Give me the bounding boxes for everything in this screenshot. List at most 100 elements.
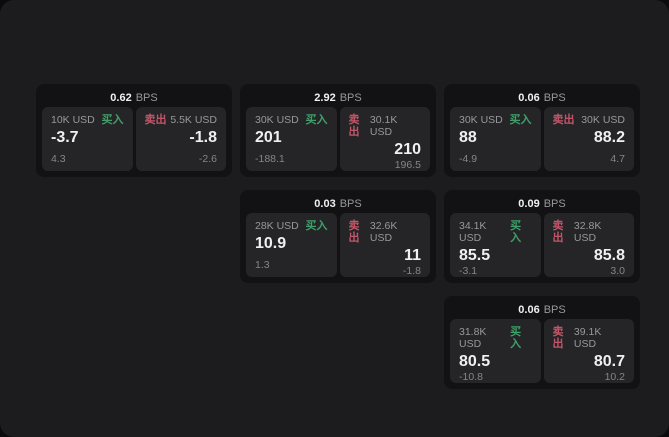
- sell-amount: 30.1K USD: [369, 114, 398, 138]
- sell-price: 88.2: [593, 129, 625, 146]
- buy-price: 85.5: [459, 247, 491, 264]
- buy-panel-top: 28K USD 买入: [255, 220, 328, 232]
- buy-amount: 34.1K USD: [459, 220, 487, 244]
- quote-panels: 30K USD 买入 201 -188.1 卖出 30.1K USD 210 1…: [246, 107, 430, 171]
- buy-panel[interactable]: 30K USD 买入 201 -188.1: [246, 107, 337, 171]
- sell-panel[interactable]: 卖出 32.6K USD 11 -1.8: [339, 213, 430, 277]
- buy-price: 80.5: [459, 353, 491, 370]
- bps-unit-label: BPS: [543, 198, 566, 210]
- sell-amount: 39.1K USD: [573, 326, 602, 350]
- bps-value: 0.03: [314, 198, 336, 210]
- sell-price: -1.8: [189, 129, 217, 146]
- buy-sub-value: -188.1: [255, 153, 285, 165]
- sell-amount: 30K USD: [581, 114, 625, 126]
- card-header: 0.06 BPS: [450, 89, 634, 107]
- buy-label: 买入: [305, 220, 328, 232]
- card-header: 0.09 BPS: [450, 195, 634, 213]
- bps-unit-label: BPS: [135, 92, 158, 104]
- bps-value: 2.92: [314, 92, 336, 104]
- buy-amount: 30K USD: [459, 114, 503, 126]
- sell-panel[interactable]: 卖出 5.5K USD -1.8 -2.6: [135, 107, 226, 171]
- buy-amount: 30K USD: [255, 114, 299, 126]
- sell-price: 11: [404, 247, 421, 264]
- sell-label: 卖出: [552, 326, 564, 350]
- sell-label: 卖出: [144, 114, 167, 126]
- buy-price: 201: [255, 129, 282, 146]
- sell-sub-value: 3.0: [610, 265, 625, 277]
- quote-card: 0.09 BPS 34.1K USD 买入 85.5 -3.1 卖出 32.8K …: [444, 190, 640, 283]
- sell-panel-top: 卖出 39.1K USD: [553, 326, 626, 350]
- sell-panel-top: 卖出 32.6K USD: [349, 220, 422, 244]
- quote-card: 2.92 BPS 30K USD 买入 201 -188.1 卖出 30.1K U…: [240, 84, 436, 177]
- bps-unit-label: BPS: [339, 92, 362, 104]
- buy-price: -3.7: [51, 129, 79, 146]
- quote-panels: 30K USD 买入 88 -4.9 卖出 30K USD 88.2 4.7: [450, 107, 634, 171]
- buy-sub-value: 4.3: [51, 153, 66, 165]
- sell-amount: 32.6K USD: [369, 220, 398, 244]
- buy-label: 买入: [305, 114, 328, 126]
- buy-amount: 28K USD: [255, 220, 299, 232]
- bps-unit-label: BPS: [543, 304, 566, 316]
- buy-label: 买入: [509, 114, 532, 126]
- buy-sub-value: -4.9: [459, 153, 478, 165]
- buy-panel-top: 10K USD 买入: [51, 114, 124, 126]
- sell-amount: 32.8K USD: [573, 220, 602, 244]
- sell-sub-value: -1.8: [402, 265, 421, 277]
- quote-card: 0.06 BPS 30K USD 买入 88 -4.9 卖出 30K USD 88…: [444, 84, 640, 177]
- quote-panels: 31.8K USD 买入 80.5 -10.8 卖出 39.1K USD 80.…: [450, 319, 634, 383]
- sell-panel-top: 卖出 30K USD: [553, 114, 626, 126]
- quote-card: 0.06 BPS 31.8K USD 买入 80.5 -10.8 卖出 39.1K…: [444, 296, 640, 389]
- quote-card: 0.03 BPS 28K USD 买入 10.9 1.3 卖出 32.6K USD…: [240, 190, 436, 283]
- sell-panel-top: 卖出 5.5K USD: [145, 114, 218, 126]
- bps-value: 0.09: [518, 198, 540, 210]
- sell-price: 210: [394, 141, 421, 158]
- sell-amount: 5.5K USD: [170, 114, 217, 126]
- buy-label: 买入: [510, 220, 522, 244]
- quote-panels: 34.1K USD 买入 85.5 -3.1 卖出 32.8K USD 85.8…: [450, 213, 634, 277]
- sell-label: 卖出: [348, 220, 360, 244]
- buy-panel-top: 34.1K USD 买入: [459, 220, 532, 244]
- buy-panel[interactable]: 31.8K USD 买入 80.5 -10.8: [450, 319, 541, 383]
- sell-sub-value: 10.2: [604, 371, 625, 383]
- buy-panel-top: 30K USD 买入: [255, 114, 328, 126]
- bps-value: 0.06: [518, 304, 540, 316]
- quote-panels: 10K USD 买入 -3.7 4.3 卖出 5.5K USD -1.8 -2.…: [42, 107, 226, 171]
- card-header: 0.62 BPS: [42, 89, 226, 107]
- buy-price: 10.9: [255, 235, 287, 252]
- buy-panel[interactable]: 10K USD 买入 -3.7 4.3: [42, 107, 133, 171]
- bps-value: 0.62: [110, 92, 132, 104]
- sell-label: 卖出: [552, 220, 564, 244]
- card-header: 2.92 BPS: [246, 89, 430, 107]
- buy-price: 88: [459, 129, 477, 146]
- sell-sub-value: -2.6: [198, 153, 217, 165]
- sell-panel[interactable]: 卖出 30K USD 88.2 4.7: [543, 107, 634, 171]
- buy-panel[interactable]: 30K USD 买入 88 -4.9: [450, 107, 541, 171]
- cards-grid: 0.62 BPS 10K USD 买入 -3.7 4.3 卖出 5.5K USD …: [36, 84, 640, 389]
- buy-panel[interactable]: 34.1K USD 买入 85.5 -3.1: [450, 213, 541, 277]
- sell-sub-value: 4.7: [610, 153, 625, 165]
- quote-panels: 28K USD 买入 10.9 1.3 卖出 32.6K USD 11 -1.8: [246, 213, 430, 277]
- buy-label: 买入: [101, 114, 124, 126]
- bps-unit-label: BPS: [543, 92, 566, 104]
- sell-panel-top: 卖出 32.8K USD: [553, 220, 626, 244]
- buy-panel[interactable]: 28K USD 买入 10.9 1.3: [246, 213, 337, 277]
- buy-label: 买入: [510, 326, 522, 350]
- buy-sub-value: 1.3: [255, 259, 270, 271]
- sell-panel[interactable]: 卖出 39.1K USD 80.7 10.2: [543, 319, 634, 383]
- bps-value: 0.06: [518, 92, 540, 104]
- buy-amount: 10K USD: [51, 114, 95, 126]
- buy-sub-value: -10.8: [459, 371, 483, 383]
- sell-panel-top: 卖出 30.1K USD: [349, 114, 422, 138]
- sell-price: 85.8: [593, 247, 625, 264]
- quote-card: 0.62 BPS 10K USD 买入 -3.7 4.3 卖出 5.5K USD …: [36, 84, 232, 177]
- buy-sub-value: -3.1: [459, 265, 478, 277]
- sell-panel[interactable]: 卖出 32.8K USD 85.8 3.0: [543, 213, 634, 277]
- sell-panel[interactable]: 卖出 30.1K USD 210 196.5: [339, 107, 430, 171]
- sell-label: 卖出: [552, 114, 575, 126]
- sell-label: 卖出: [348, 114, 360, 138]
- buy-panel-top: 30K USD 买入: [459, 114, 532, 126]
- buy-panel-top: 31.8K USD 买入: [459, 326, 532, 350]
- buy-amount: 31.8K USD: [459, 326, 487, 350]
- bps-unit-label: BPS: [339, 198, 362, 210]
